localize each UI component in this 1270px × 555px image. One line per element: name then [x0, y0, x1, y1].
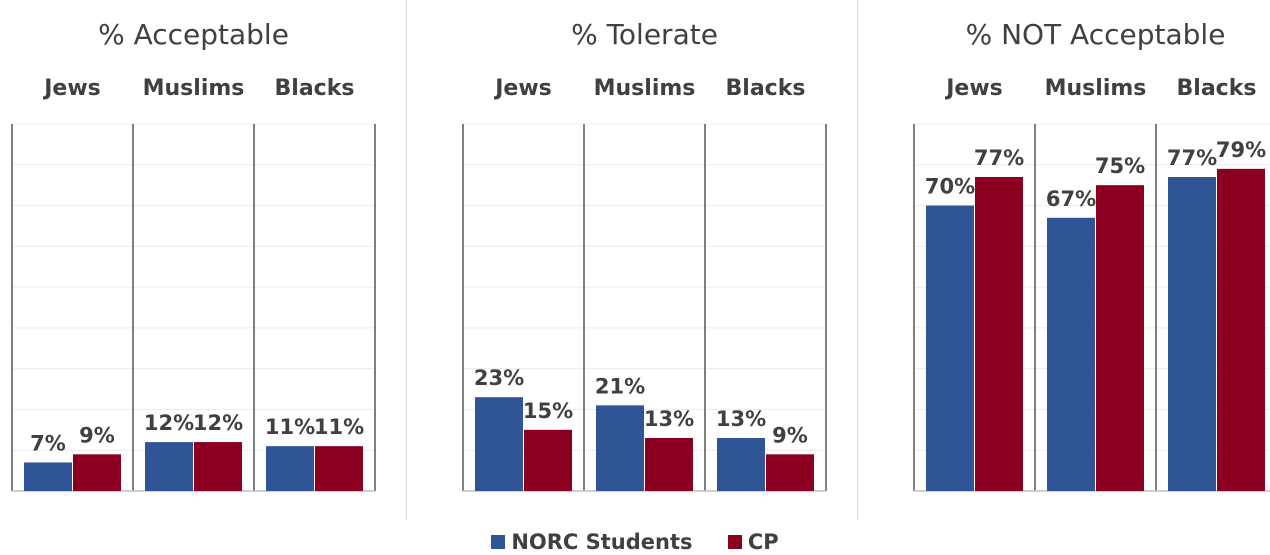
- bar: [73, 454, 121, 491]
- bar: [145, 442, 193, 491]
- data-label: 67%: [1046, 187, 1096, 211]
- category-label: Muslims: [143, 76, 245, 101]
- panel-divider: [857, 0, 858, 520]
- chart-title: % Tolerate: [571, 18, 718, 51]
- bar: [1168, 177, 1216, 491]
- data-label: 75%: [1095, 154, 1145, 178]
- legend-swatch-norc: [491, 535, 506, 549]
- legend-label-cp: CP: [747, 530, 779, 554]
- bar: [596, 405, 644, 491]
- bar: [1047, 217, 1095, 492]
- bar: [766, 454, 814, 491]
- data-label: 21%: [595, 374, 645, 398]
- data-label: 11%: [314, 415, 364, 439]
- bar: [926, 205, 974, 492]
- data-label: 79%: [1216, 138, 1266, 162]
- category-label: Muslims: [1045, 76, 1147, 101]
- category-label: Muslims: [594, 76, 696, 101]
- data-label: 70%: [925, 175, 975, 199]
- chart-title: % Acceptable: [98, 18, 289, 51]
- legend-item-norc: NORC Students: [491, 530, 693, 554]
- data-label: 7%: [30, 431, 66, 455]
- category-label: Blacks: [1177, 76, 1257, 101]
- bar: [24, 462, 72, 491]
- category-label: Blacks: [275, 76, 355, 101]
- bar: [1217, 168, 1265, 491]
- category-label: Jews: [42, 76, 101, 101]
- legend-item-cp: CP: [727, 530, 779, 554]
- legend-label-norc: NORC Students: [511, 530, 693, 554]
- bar: [645, 437, 693, 491]
- data-label: 77%: [974, 146, 1024, 170]
- data-label: 23%: [474, 366, 524, 390]
- bar: [717, 437, 765, 491]
- data-label: 9%: [79, 423, 115, 447]
- category-label: Blacks: [726, 76, 806, 101]
- data-label: 12%: [193, 411, 243, 435]
- category-label: Jews: [493, 76, 552, 101]
- category-label: Jews: [944, 76, 1003, 101]
- data-label: 15%: [523, 399, 573, 423]
- bar: [475, 397, 523, 491]
- bar: [315, 446, 363, 491]
- data-label: 12%: [144, 411, 194, 435]
- legend-swatch-cp: [727, 535, 742, 549]
- panel-divider: [406, 0, 407, 520]
- chart-legend: NORC Students CP: [0, 530, 1270, 554]
- data-label: 11%: [265, 415, 315, 439]
- chart-area: % Acceptable Jews Muslims Blacks 7% 9% 12%12% 1…: [11, 18, 1270, 492]
- bar: [524, 429, 572, 491]
- data-label: 13%: [644, 407, 694, 431]
- bar: [266, 446, 314, 491]
- data-label: 77%: [1167, 146, 1217, 170]
- bar: [975, 177, 1023, 491]
- data-label: 9%: [772, 423, 808, 447]
- bar: [194, 442, 242, 491]
- chart-title: % NOT Acceptable: [966, 18, 1226, 51]
- bar: [1096, 185, 1144, 491]
- data-label: 13%: [716, 407, 766, 431]
